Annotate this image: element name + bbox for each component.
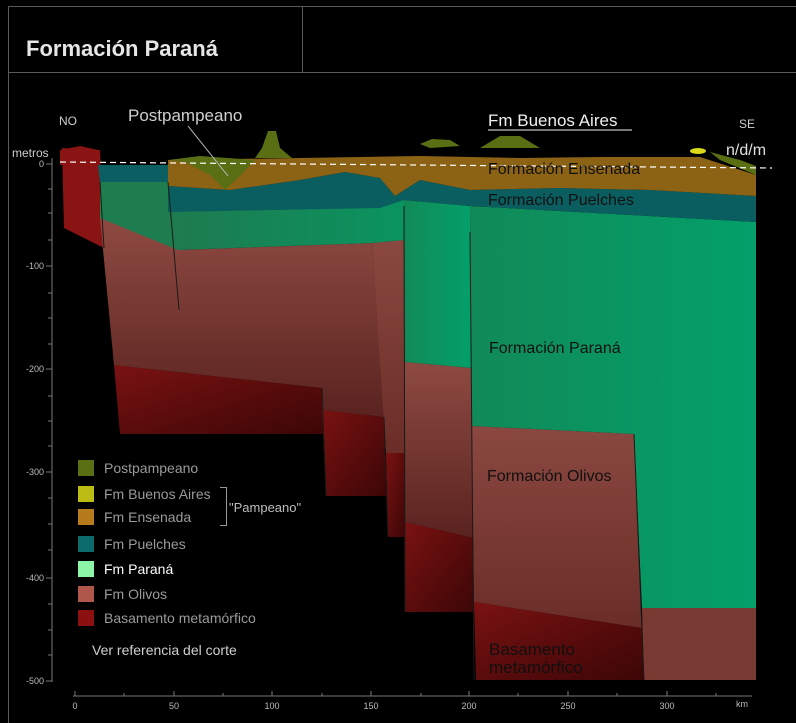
legend-item: Fm Ensenada	[78, 507, 338, 527]
legend-item: Basamento metamórfico	[78, 608, 338, 628]
olivos-layer	[100, 218, 756, 680]
metamorfico-label: metamórfico	[489, 658, 583, 677]
pampeano-group-label: "Pampeano"	[229, 500, 302, 515]
legend-label: Fm Buenos Aires	[104, 486, 211, 502]
x-axis-label: km	[736, 699, 748, 709]
x-tick-label: 0	[72, 701, 77, 711]
legend-item: Fm Buenos Aires	[78, 484, 338, 504]
legend-item: Fm Olivos	[78, 584, 338, 604]
legend-label: Fm Ensenada	[104, 509, 192, 525]
fault-lines	[99, 181, 645, 681]
postpampeano-layer	[60, 131, 756, 190]
reference-link[interactable]: Ver referencia del corte	[92, 642, 237, 658]
x-tick-label: 100	[264, 701, 279, 711]
legend-swatch	[78, 536, 94, 552]
parana-label: Formación Paraná	[489, 340, 621, 357]
legend-swatch	[78, 486, 94, 502]
basamento-layer	[62, 148, 644, 680]
fm-buenos-aires-label: Fm Buenos Aires	[488, 111, 617, 130]
x-tick-label: 250	[560, 701, 575, 711]
basamento-label: Basamento	[489, 640, 575, 659]
legend-swatch	[78, 610, 94, 626]
puelches-label: Formación Puelches	[488, 192, 634, 209]
y-axis: 0 -100 -200 -300 -400 -500 metros	[12, 146, 53, 686]
pampeano-bracket	[220, 487, 227, 526]
legend-item: Fm Puelches	[78, 534, 338, 554]
buenos-aires-layer	[690, 148, 706, 154]
ensenada-label: Formación Ensenada	[488, 161, 640, 178]
legend-label: Fm Paraná	[104, 561, 174, 577]
parana-layer	[100, 182, 756, 608]
legend-swatch	[78, 509, 94, 525]
legend-swatch	[78, 561, 94, 577]
x-axis: 0 50 100 150 200 250 300 km	[72, 691, 752, 711]
legend-label: Postpampeano	[104, 460, 199, 476]
x-tick-label: 150	[363, 701, 378, 711]
puelches-layer	[98, 165, 756, 222]
legend-swatch	[78, 586, 94, 602]
x-tick-label: 50	[169, 701, 179, 711]
olivos-label: Formación Olivos	[487, 468, 611, 485]
y-tick-label: -300	[26, 467, 44, 477]
se-label: SE	[739, 117, 755, 131]
legend-label: Basamento metamórfico	[104, 610, 256, 626]
callout-line	[187, 125, 229, 177]
legend-item: Fm Paraná	[78, 559, 338, 579]
ensenada-layer	[168, 156, 756, 196]
sea-level-line	[59, 161, 773, 169]
no-label: NO	[59, 114, 77, 128]
x-tick-label: 200	[461, 701, 476, 711]
y-axis-label: metros	[12, 146, 49, 160]
y-tick-label: -400	[26, 573, 44, 583]
x-tick-label: 300	[659, 701, 674, 711]
legend-item: Postpampeano	[78, 458, 338, 478]
y-tick-label: 0	[39, 159, 44, 169]
ndm-label: n/d/m	[726, 142, 766, 159]
postpampeano-label: Postpampeano	[128, 106, 242, 125]
legend-label: Fm Puelches	[104, 536, 186, 552]
y-tick-label: -200	[26, 364, 44, 374]
legend-label: Fm Olivos	[104, 586, 167, 602]
page-title: Formación Paraná	[26, 36, 218, 61]
legend-swatch	[78, 460, 94, 476]
y-tick-label: -500	[26, 676, 44, 686]
y-tick-label: -100	[26, 261, 44, 271]
